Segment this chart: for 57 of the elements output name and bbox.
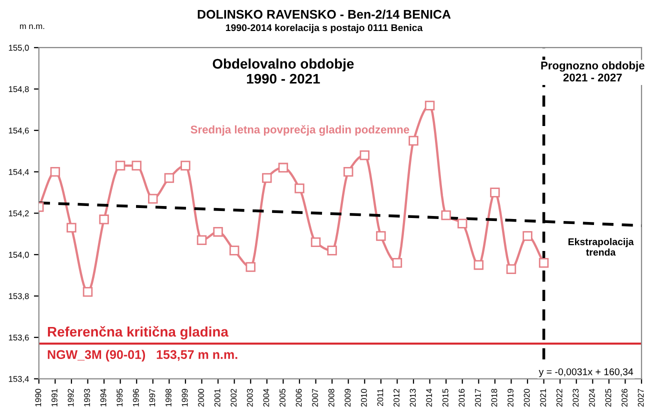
x-tick-label: 2008 xyxy=(328,388,334,407)
y-tick-label: 154,4 xyxy=(8,169,29,176)
x-tick-label: 2010 xyxy=(360,388,367,407)
x-tick-label: 2007 xyxy=(312,388,318,407)
x-tick-label: 1994 xyxy=(100,388,106,406)
x-tick-label: 2015 xyxy=(442,388,448,407)
x-tick-label: 2023 xyxy=(572,388,579,407)
y-tick-label: 153,4 xyxy=(8,376,29,383)
chart-subtitle: 1990-2014 korelacija s postajo 0111 Benica xyxy=(226,24,423,34)
series-label: Srednja letna povprečja gladin podzemne xyxy=(190,125,410,136)
x-tick-label: 1996 xyxy=(132,388,139,406)
x-tick-label: 1992 xyxy=(68,388,74,406)
x-tick-label: 2018 xyxy=(491,388,498,407)
x-tick-label: 2027 xyxy=(638,388,644,407)
x-tick-label: 1991 xyxy=(52,388,58,406)
x-tick-label: 1990 xyxy=(35,388,42,406)
x-tick-label: 2026 xyxy=(622,388,628,407)
x-tick-label: 2009 xyxy=(344,388,351,407)
x-tick-label: 2017 xyxy=(474,388,481,407)
y-axis-title: m n.m. xyxy=(20,24,44,29)
x-tick-label: 2019 xyxy=(508,388,514,407)
x-tick-label: 2022 xyxy=(556,388,562,407)
x-tick-label: 1998 xyxy=(166,388,172,406)
x-tick-label: 2003 xyxy=(246,388,253,407)
y-tick-label: 154,8 xyxy=(8,86,29,94)
x-tick-label: 1995 xyxy=(116,388,123,406)
x-tick-label: 2012 xyxy=(394,388,400,407)
x-tick-label: 2020 xyxy=(524,388,530,407)
x-tick-label: 2000 xyxy=(198,388,204,407)
x-tick-label: 2011 xyxy=(377,388,384,406)
annotation: Ekstrapolacija trenda xyxy=(568,238,634,256)
x-tick-label: 2025 xyxy=(605,388,612,407)
x-tick-label: 2014 xyxy=(426,388,432,407)
x-tick-label: 2021 xyxy=(540,388,546,407)
annotation: y = -0,0031x + 160,34 xyxy=(538,368,634,378)
ref-line-label: Referenčna kritična gladina xyxy=(48,326,228,340)
x-tick-label: 2016 xyxy=(458,388,465,407)
x-tick-label: 2005 xyxy=(280,388,286,407)
y-tick-label: 155,0 xyxy=(8,44,29,52)
x-tick-label: 1999 xyxy=(182,388,188,406)
x-tick-label: 1997 xyxy=(149,388,156,406)
x-tick-label: 2006 xyxy=(296,388,302,407)
annotation: NGW_3M (90-01) 153,57 m n.m. xyxy=(48,350,238,362)
annotation: Obdelovalno obdobje 1990 - 2021 xyxy=(212,58,354,84)
x-tick-label: 1993 xyxy=(84,388,90,406)
chart-title: DOLINSKO RAVENSKO - Ben-2/14 BENICA xyxy=(198,10,451,19)
y-tick-label: 153,6 xyxy=(8,334,29,342)
x-tick-label: 2024 xyxy=(588,388,595,407)
x-tick-label: 2004 xyxy=(263,388,270,407)
y-tick-label: 154,6 xyxy=(8,128,29,134)
y-tick-label: 154,0 xyxy=(8,252,29,259)
x-tick-label: 2002 xyxy=(230,388,237,407)
x-tick-label: 2013 xyxy=(410,388,416,407)
y-tick-label: 154,2 xyxy=(8,210,29,218)
y-tick-label: 153,8 xyxy=(8,293,29,300)
x-tick-label: 2001 xyxy=(214,388,220,407)
annotation: Prognozno obdobje 2021 - 2027 xyxy=(541,61,644,82)
